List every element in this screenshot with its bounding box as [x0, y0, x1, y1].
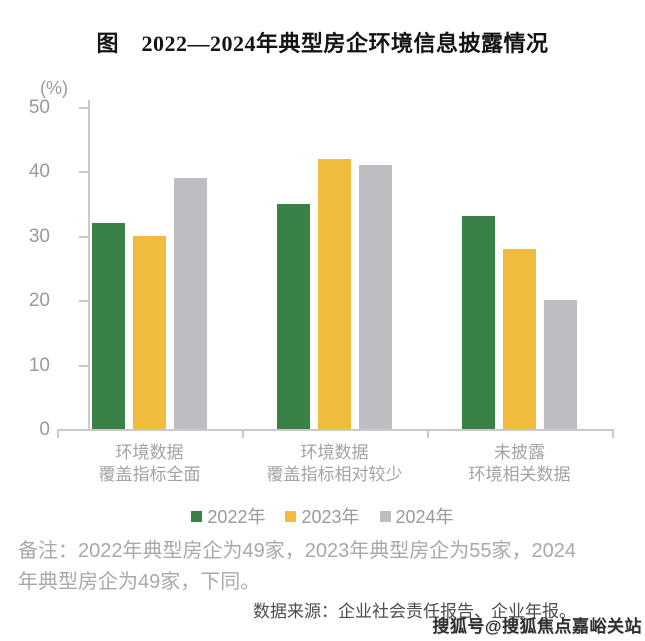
x-axis-tick [242, 429, 244, 438]
data-source-text: 数据来源：企业社会责任报告、企业年报。 [253, 602, 576, 621]
x-axis-tick [427, 429, 429, 438]
bar-2024年-group3 [544, 300, 577, 429]
category-label: 未披露 环境相关数据 [420, 442, 620, 486]
y-tick-label: 10 [28, 354, 50, 376]
legend-item-2022年: 2022年 [191, 503, 265, 529]
y-axis-tick [79, 171, 88, 174]
y-axis-tick [79, 235, 88, 238]
y-axis-tick [79, 300, 88, 303]
y-axis-tick [79, 429, 88, 431]
category-label-line: 环境相关数据 [468, 465, 571, 484]
legend-swatch-icon [285, 510, 297, 522]
category-label-line: 覆盖指标相对较少 [266, 465, 403, 484]
bar-2023年-group2 [318, 158, 351, 429]
y-axis-tick [79, 107, 88, 109]
bar-2022年-group1 [92, 222, 125, 429]
bar-2023年-group3 [503, 248, 536, 429]
x-axis-tick [612, 429, 614, 438]
y-tick-label: 30 [28, 225, 50, 247]
bar-2023年-group1 [133, 235, 166, 429]
chart-title: 图 2022—2024年典型房企环境信息披露情况 [96, 31, 549, 56]
legend-swatch-icon [191, 510, 203, 522]
y-axis-line [88, 100, 90, 431]
note-text: 备注：2022年典型房企为49家，2023年典型房企为55家，2024 年典型房… [18, 536, 633, 598]
y-tick-label: 0 [39, 419, 50, 440]
note-line-1: 备注：2022年典型房企为49家，2023年典型房企为55家，2024 [18, 540, 576, 562]
legend-item-2023年: 2023年 [285, 503, 360, 529]
y-tick-label: 50 [28, 97, 50, 118]
y-tick-label: 20 [28, 290, 50, 312]
bar-2022年-group3 [462, 216, 495, 429]
bar-2024年-group1 [174, 177, 207, 429]
category-label: 环境数据覆盖指标全面 [50, 442, 250, 486]
legend-label: 2023年 [301, 507, 360, 527]
category-label-line: 覆盖指标全面 [98, 465, 201, 484]
legend-label: 2024年 [395, 507, 454, 527]
y-tick-label: 40 [28, 161, 50, 183]
x-axis-tick [57, 429, 59, 438]
legend: 2022年 2023年 2024年 [0, 503, 645, 529]
note-line-2: 年典型房企为49家，下同。 [18, 571, 261, 593]
bar-2024年-group2 [359, 164, 392, 429]
bar-2022年-group2 [277, 203, 310, 429]
y-axis-tick [79, 364, 88, 367]
category-label-line: 未披露 [494, 443, 545, 462]
legend-label: 2022年 [207, 507, 266, 527]
y-axis-unit-label: (%) [40, 78, 68, 98]
category-label: 环境数据覆盖指标相对较少 [235, 442, 435, 486]
category-label-line: 环境数据 [300, 443, 369, 462]
watermark-text: 搜狐号@搜狐焦点嘉峪关站 [432, 617, 642, 636]
x-axis-line [57, 429, 614, 431]
legend-item-2024年: 2024年 [379, 503, 454, 529]
legend-swatch-icon [379, 510, 391, 522]
category-label-line: 环境数据 [115, 443, 184, 462]
